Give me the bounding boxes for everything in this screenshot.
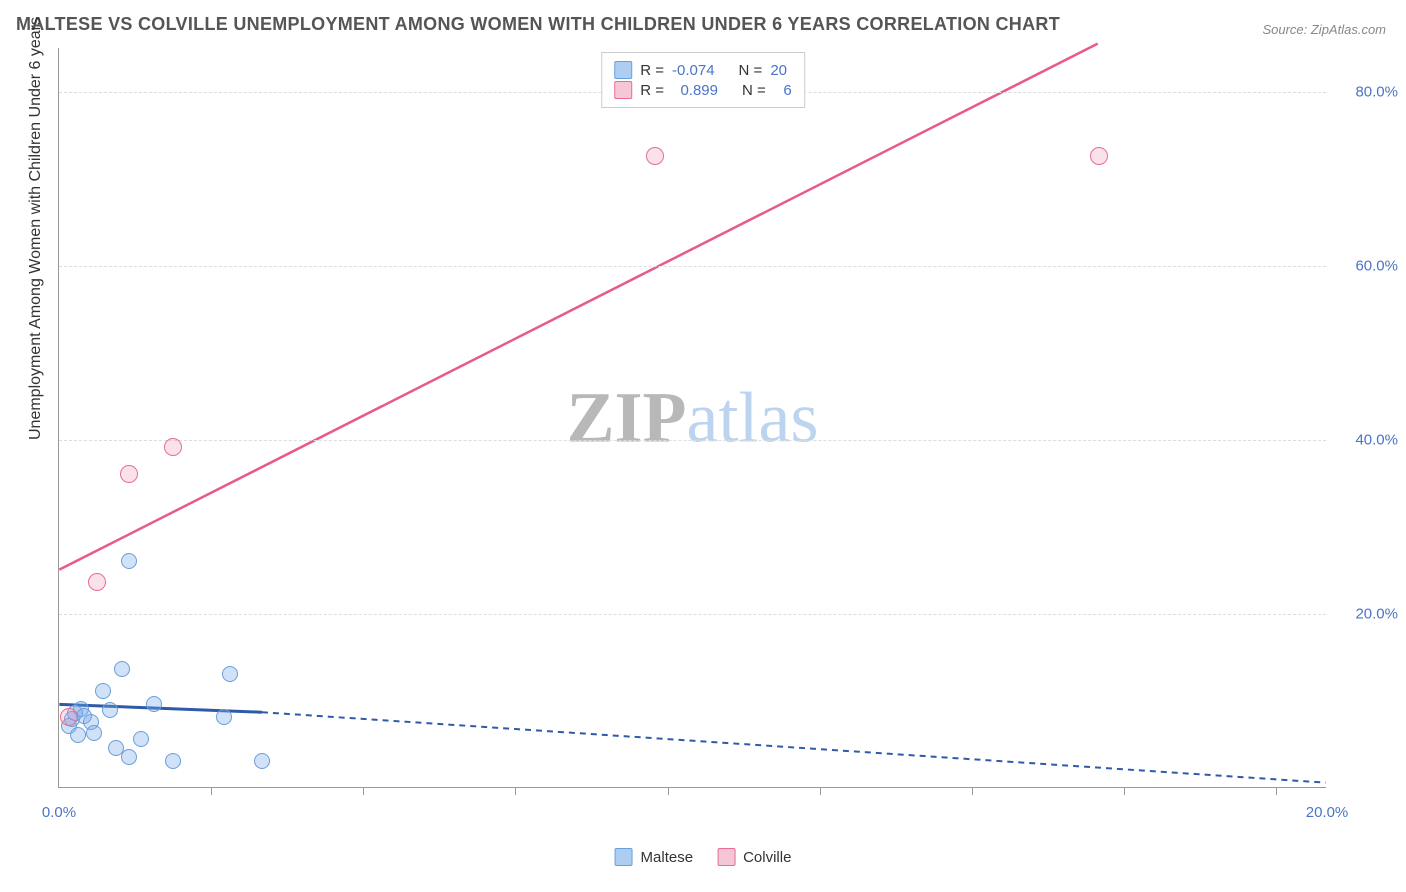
n-label: N =: [739, 62, 763, 79]
maltese-point: [86, 725, 102, 741]
n-label: N =: [742, 82, 766, 99]
maltese-point: [102, 702, 118, 718]
colville-n-value: 6: [774, 82, 792, 99]
gridline: [59, 614, 1326, 615]
colville-r-value: 0.899: [672, 82, 718, 99]
maltese-point: [133, 731, 149, 747]
maltese-point: [222, 666, 238, 682]
swatch-maltese-bottom: [615, 848, 633, 866]
trend-line: [262, 712, 1326, 782]
x-tick-label: 0.0%: [42, 804, 76, 821]
maltese-point: [95, 683, 111, 699]
correlation-legend: R = -0.074 N = 20 R = 0.899 N = 6: [601, 52, 805, 108]
maltese-n-value: 20: [770, 62, 787, 79]
r-label: R =: [640, 62, 664, 79]
source-attribution: Source: ZipAtlas.com: [1262, 22, 1386, 37]
colville-point: [164, 438, 182, 456]
maltese-point: [114, 661, 130, 677]
swatch-colville: [614, 81, 632, 99]
y-tick-label: 40.0%: [1355, 431, 1398, 448]
x-tick-mark: [515, 787, 516, 795]
colville-point: [646, 147, 664, 165]
gridline: [59, 440, 1326, 441]
colville-point: [1090, 147, 1108, 165]
chart-title: MALTESE VS COLVILLE UNEMPLOYMENT AMONG W…: [16, 14, 1060, 35]
y-tick-label: 20.0%: [1355, 605, 1398, 622]
x-tick-label: 20.0%: [1306, 804, 1349, 821]
x-tick-mark: [1276, 787, 1277, 795]
maltese-r-value: -0.074: [672, 62, 715, 79]
x-tick-mark: [1124, 787, 1125, 795]
x-tick-mark: [211, 787, 212, 795]
trend-lines-layer: [59, 48, 1326, 787]
legend-item-colville: Colville: [717, 848, 791, 866]
swatch-colville-bottom: [717, 848, 735, 866]
x-tick-mark: [668, 787, 669, 795]
colville-point: [60, 708, 78, 726]
chart-plot-area: ZIPatlas 20.0%40.0%60.0%80.0%0.0%20.0%: [58, 48, 1326, 788]
maltese-point: [70, 727, 86, 743]
colville-point: [120, 465, 138, 483]
x-tick-mark: [363, 787, 364, 795]
x-tick-mark: [820, 787, 821, 795]
maltese-point: [121, 553, 137, 569]
series-legend: Maltese Colville: [615, 848, 792, 866]
x-tick-mark: [972, 787, 973, 795]
y-axis-label: Unemployment Among Women with Children U…: [27, 17, 45, 440]
legend-row-maltese: R = -0.074 N = 20: [614, 61, 792, 79]
r-label: R =: [640, 82, 664, 99]
swatch-maltese: [614, 61, 632, 79]
maltese-label: Maltese: [641, 849, 694, 866]
maltese-point: [121, 749, 137, 765]
maltese-point: [146, 696, 162, 712]
colville-label: Colville: [743, 849, 791, 866]
colville-point: [88, 573, 106, 591]
legend-item-maltese: Maltese: [615, 848, 694, 866]
legend-row-colville: R = 0.899 N = 6: [614, 81, 792, 99]
y-tick-label: 80.0%: [1355, 83, 1398, 100]
maltese-point: [216, 709, 232, 725]
trend-line: [59, 44, 1097, 570]
gridline: [59, 266, 1326, 267]
y-tick-label: 60.0%: [1355, 257, 1398, 274]
maltese-point: [254, 753, 270, 769]
maltese-point: [165, 753, 181, 769]
